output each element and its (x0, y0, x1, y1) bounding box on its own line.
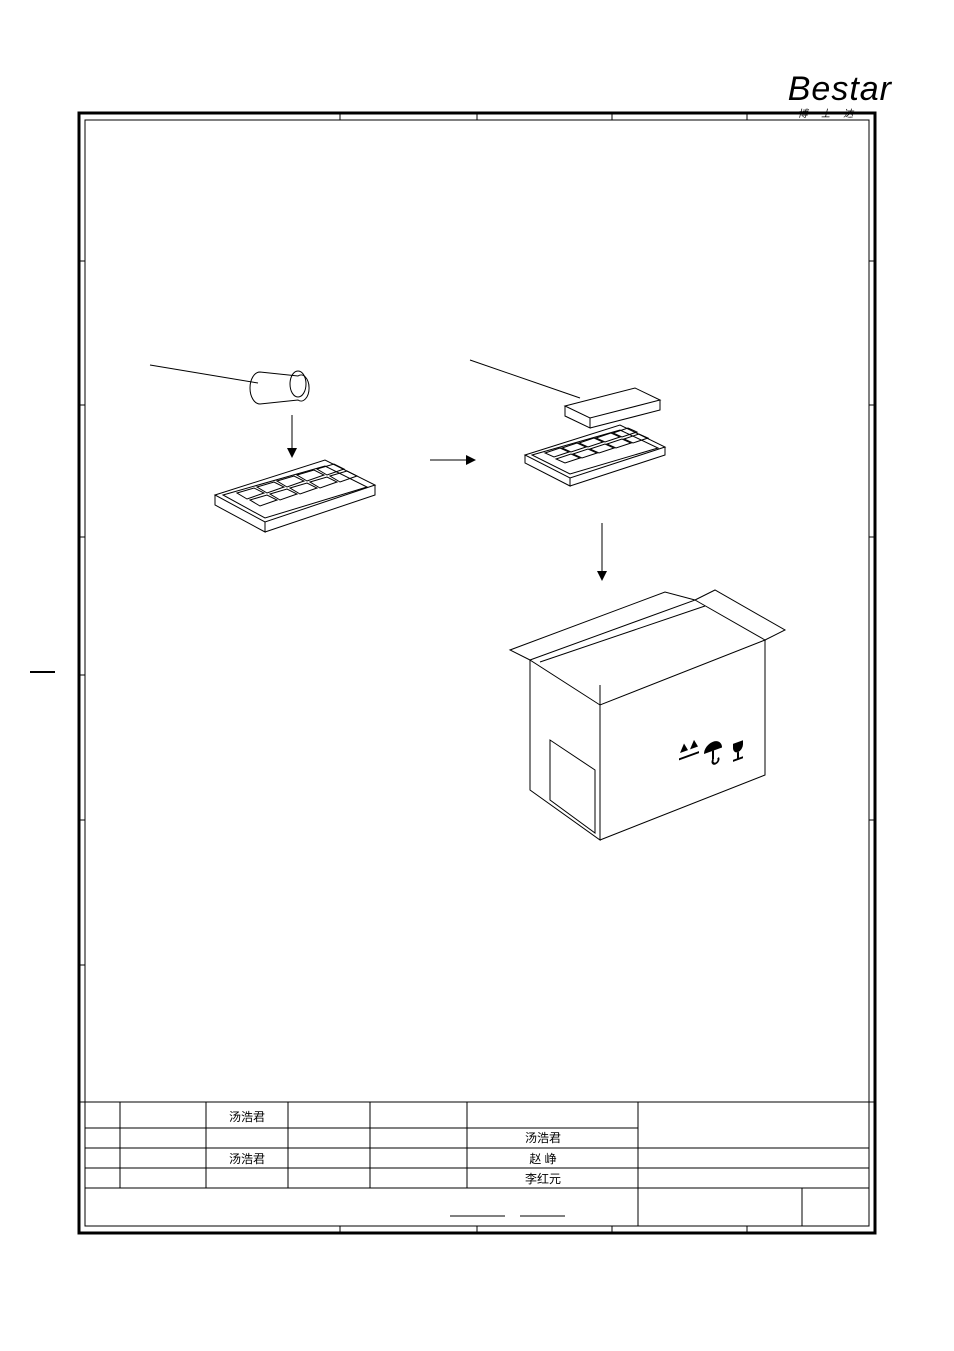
tray-1 (215, 460, 375, 532)
tb-name: 汤浩君 (525, 1131, 561, 1145)
arrow-1 (287, 415, 297, 458)
carton (510, 590, 785, 840)
handling-icons (679, 738, 743, 768)
arrow-3 (597, 523, 607, 581)
arrow-2 (430, 455, 476, 465)
drawing-svg: 汤浩君 汤浩君 汤浩君 赵 峥 李红元 (0, 0, 954, 1351)
leader-line (470, 360, 580, 398)
tb-name: 汤浩君 (229, 1110, 265, 1124)
tb-name: 赵 峥 (529, 1152, 556, 1166)
frame-outer (79, 113, 875, 1233)
frame-inner (85, 120, 869, 1226)
step1-part (150, 365, 309, 404)
title-block: 汤浩君 汤浩君 汤浩君 赵 峥 李红元 (85, 1102, 869, 1226)
leader-line (150, 365, 258, 383)
tb-name: 汤浩君 (229, 1152, 265, 1166)
tb-name: 李红元 (525, 1171, 561, 1186)
step2 (470, 360, 665, 486)
